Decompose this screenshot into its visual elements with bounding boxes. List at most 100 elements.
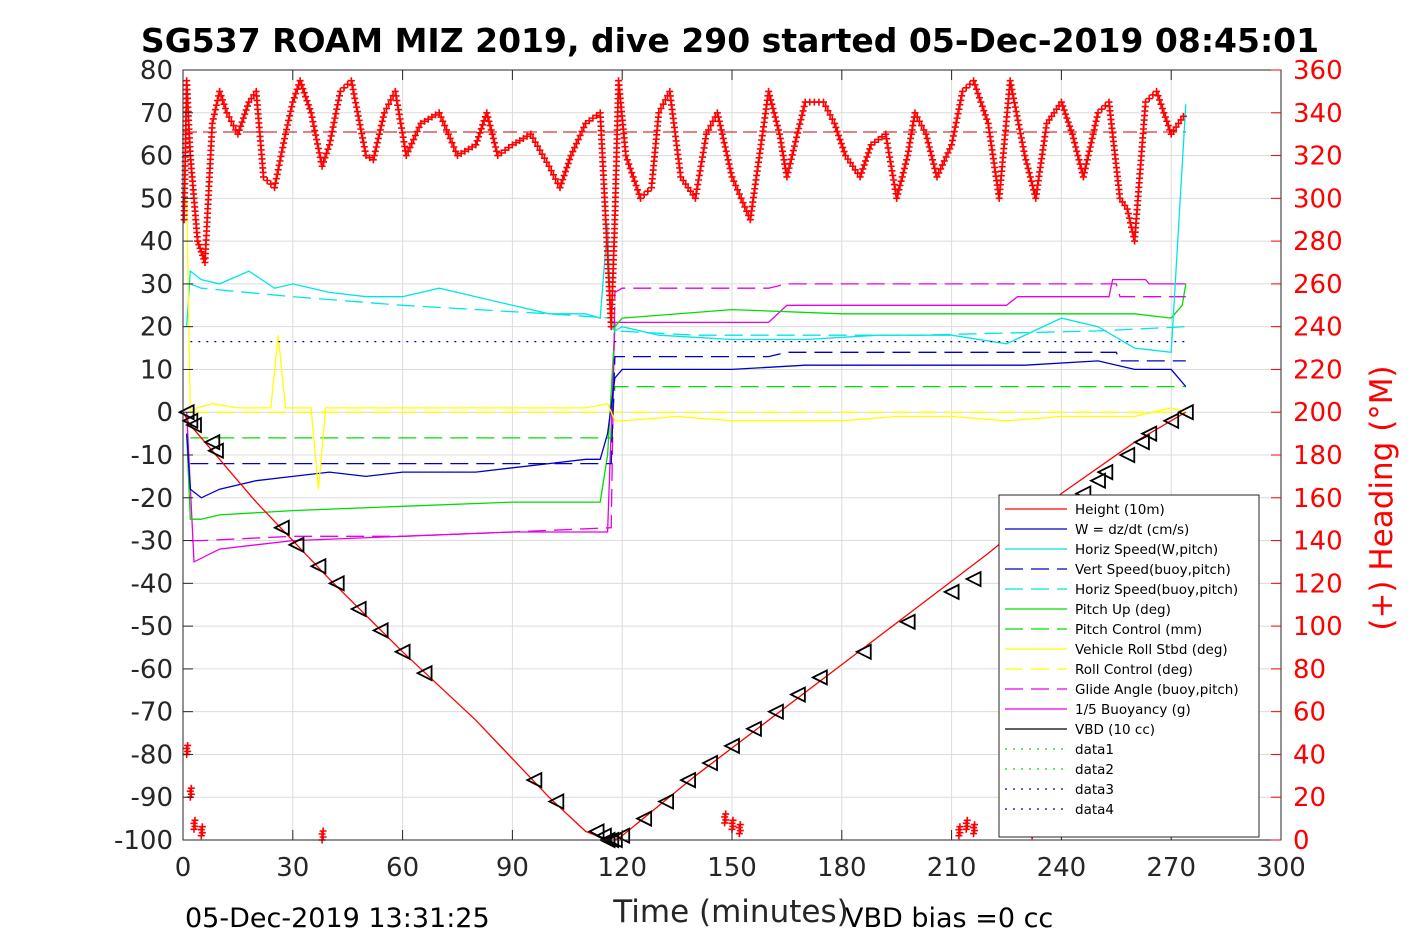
heading-point [194, 237, 202, 245]
heading-point [878, 133, 886, 141]
heading-point [733, 186, 741, 194]
heading-point [359, 138, 367, 146]
heading-point [424, 115, 432, 123]
heading-point [387, 96, 395, 104]
heading-point [473, 137, 481, 145]
heading-point [247, 95, 255, 103]
y-tick-label: -40 [131, 569, 173, 599]
heading-point [332, 110, 340, 118]
heading-point [1092, 117, 1100, 125]
heading-point [1023, 160, 1031, 168]
heading-point [792, 138, 800, 146]
heading-point [358, 130, 366, 138]
heading-point [373, 139, 381, 147]
heading-point [1154, 92, 1162, 100]
heading-point [844, 155, 852, 163]
y2-tick-label: 60 [1293, 698, 1326, 728]
heading-point [552, 175, 560, 183]
heading-point [309, 118, 317, 126]
heading-point [314, 140, 322, 148]
heading-point [949, 132, 957, 140]
heading-point [582, 119, 590, 127]
heading-point [913, 113, 921, 121]
heading-point [308, 113, 316, 121]
heading-point [833, 127, 841, 135]
heading-point [1118, 198, 1126, 206]
heading-point [702, 130, 710, 138]
heading-point [543, 158, 551, 166]
heading-point [355, 116, 363, 124]
y-tick-label: 20 [140, 313, 173, 343]
heading-point [272, 175, 280, 183]
triangle-marker [1088, 472, 1106, 490]
heading-point [285, 116, 293, 124]
heading-point [475, 133, 483, 141]
heading-point [444, 130, 452, 138]
heading-point [1121, 201, 1129, 209]
triangle-marker [942, 583, 960, 601]
heading-point-low [736, 821, 744, 829]
heading-point [765, 87, 773, 95]
triangle-marker [788, 686, 806, 704]
heading-point [1018, 138, 1026, 146]
heading-point [1011, 103, 1019, 111]
heading-point [797, 116, 805, 124]
heading-point [277, 152, 285, 160]
heading-point [241, 110, 249, 118]
triangle-marker [964, 570, 982, 588]
legend-entry: Height (10m) [1075, 502, 1165, 518]
heading-point [351, 94, 359, 102]
triangle-marker [1118, 446, 1136, 464]
heading-point [477, 125, 485, 133]
series-line-2 [186, 104, 1187, 354]
heading-point [796, 120, 804, 128]
heading-point [404, 148, 412, 156]
heading-point [307, 109, 315, 117]
heading-point [260, 173, 268, 181]
heading-point [299, 85, 307, 93]
heading-point [415, 123, 423, 131]
triangle-marker [1162, 412, 1180, 430]
heading-point [479, 121, 487, 129]
heading-point [724, 156, 732, 164]
heading-point [893, 194, 901, 202]
heading-point [924, 139, 932, 147]
heading-point [772, 117, 780, 125]
heading-point [899, 169, 907, 177]
heading-point [1050, 109, 1058, 117]
x-axis-ticks: 0 30 60 90 120 150 180 210 240 270 300 [175, 70, 1306, 883]
heading-point [730, 177, 738, 185]
heading-point [857, 169, 865, 177]
heading-point [1057, 98, 1065, 106]
heading-point [1014, 116, 1022, 124]
heading-point [563, 164, 571, 172]
triangle-marker [525, 771, 543, 789]
footer-timestamp: 05-Dec-2019 13:31:25 [185, 903, 490, 934]
heading-point [859, 165, 867, 173]
heading-point [793, 133, 801, 141]
heading-point [349, 86, 357, 94]
triangle-marker [287, 536, 305, 554]
heading-point [725, 160, 733, 168]
heading-point [443, 126, 451, 134]
x-tick-label: 90 [496, 853, 529, 883]
heading-point [333, 105, 341, 113]
heading-point [303, 97, 311, 105]
heading-point-low [319, 827, 327, 835]
legend-entry: VBD (10 cc) [1075, 722, 1155, 738]
heading-point [380, 109, 388, 117]
legend-entry: Roll Control (deg) [1075, 662, 1193, 678]
heading-point-low [198, 823, 206, 831]
y-tick-label: -30 [131, 527, 173, 557]
heading-point [220, 100, 228, 108]
heading-point [1142, 98, 1150, 106]
heading-point [1045, 116, 1053, 124]
heading-point [634, 186, 642, 194]
series-line-4 [190, 283, 1186, 336]
heading-point [863, 153, 871, 161]
heading-point [915, 117, 923, 125]
heading-point [631, 177, 639, 185]
heading-point [722, 147, 730, 155]
y2-tick-label: 140 [1293, 527, 1343, 557]
heading-point [529, 134, 537, 142]
